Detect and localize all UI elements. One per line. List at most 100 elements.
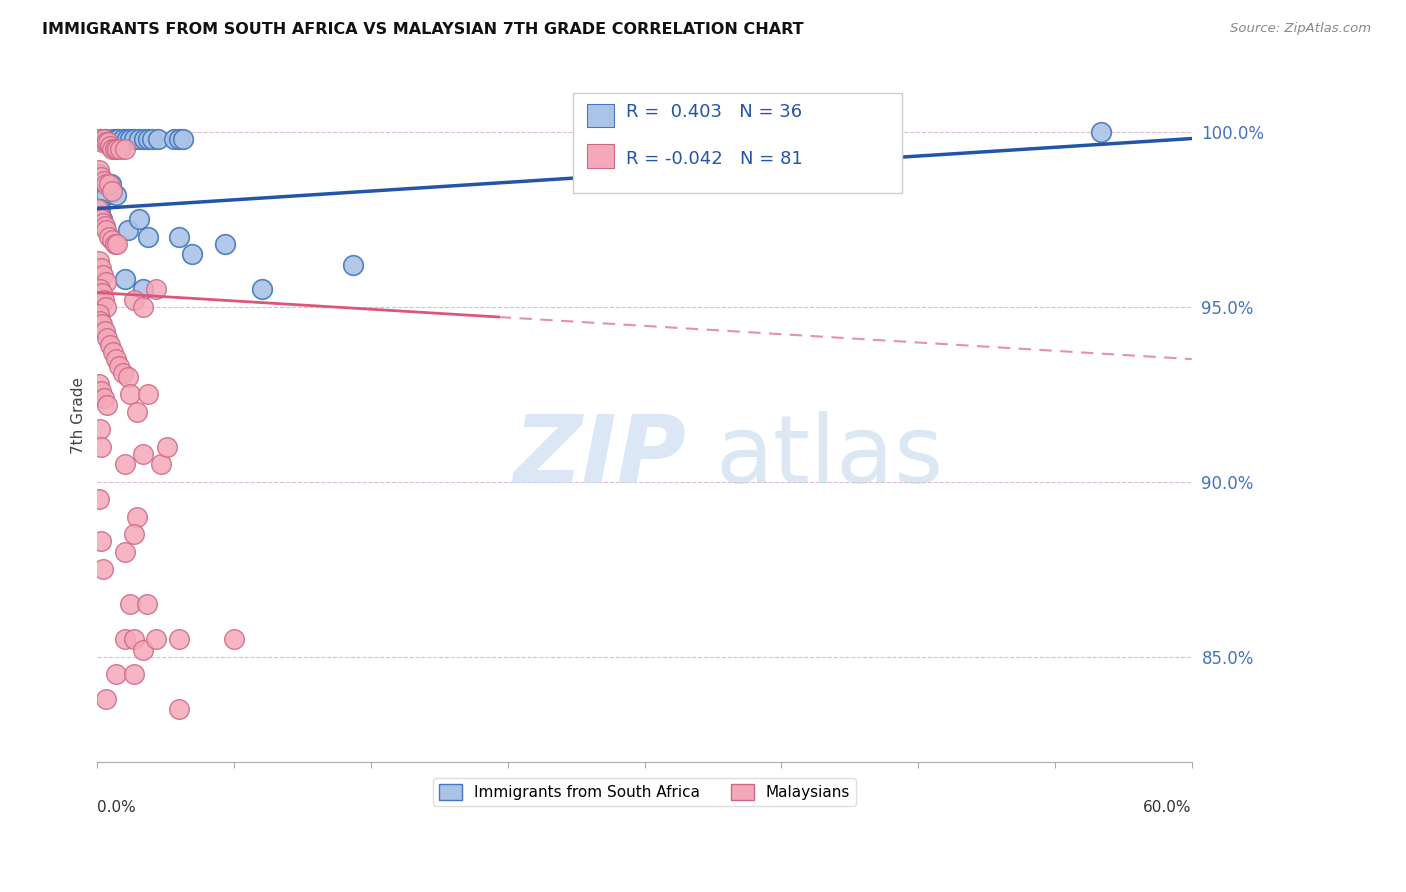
Point <box>97 135 120 149</box>
Point <box>98 177 121 191</box>
Point <box>104 187 127 202</box>
Point <box>342 258 364 272</box>
Text: ZIP: ZIP <box>513 410 686 503</box>
Point <box>169 229 191 244</box>
Point <box>87 307 110 321</box>
Point <box>135 597 157 611</box>
Point <box>104 236 127 251</box>
Text: 60.0%: 60.0% <box>1143 800 1192 815</box>
Point <box>91 562 114 576</box>
Point <box>98 229 121 244</box>
Point <box>122 632 145 647</box>
Text: IMMIGRANTS FROM SOUTH AFRICA VS MALAYSIAN 7TH GRADE CORRELATION CHART: IMMIGRANTS FROM SOUTH AFRICA VS MALAYSIA… <box>42 22 804 37</box>
Point <box>107 236 129 251</box>
Point <box>100 177 122 191</box>
Point <box>89 163 111 178</box>
Point <box>89 131 111 145</box>
Point <box>93 391 115 405</box>
Point <box>150 457 173 471</box>
Point <box>172 131 194 145</box>
Point <box>89 492 111 507</box>
Point <box>96 222 118 236</box>
Point <box>87 131 110 145</box>
Point <box>169 632 191 647</box>
Point <box>163 131 186 145</box>
Point <box>138 229 160 244</box>
Point <box>115 131 138 145</box>
Point <box>114 545 136 559</box>
Point <box>96 135 118 149</box>
Point <box>120 131 142 145</box>
Point <box>117 222 139 236</box>
Point <box>96 300 118 314</box>
Point <box>128 212 150 227</box>
Point <box>111 131 134 145</box>
Point <box>250 282 273 296</box>
Point <box>132 447 155 461</box>
Point <box>90 212 112 227</box>
Point <box>101 233 124 247</box>
Point <box>138 387 160 401</box>
Point <box>107 142 129 156</box>
Point <box>156 440 179 454</box>
Point <box>98 135 121 149</box>
Point <box>91 268 114 282</box>
Point <box>93 131 115 145</box>
Point <box>122 293 145 307</box>
Point <box>90 285 112 300</box>
Point <box>90 135 112 149</box>
Point <box>114 142 136 156</box>
Point <box>108 359 131 373</box>
Point <box>98 138 121 153</box>
Point <box>141 131 163 145</box>
Point <box>127 404 149 418</box>
Point <box>146 131 169 145</box>
Point <box>145 282 167 296</box>
Point <box>167 131 190 145</box>
Point <box>89 422 111 436</box>
Point <box>214 236 236 251</box>
Point <box>96 691 118 706</box>
Point <box>114 632 136 647</box>
Point <box>1090 124 1112 138</box>
Point <box>89 167 111 181</box>
Text: R = -0.042   N = 81: R = -0.042 N = 81 <box>626 150 803 168</box>
Point <box>90 212 112 227</box>
Point <box>101 345 124 359</box>
Point <box>181 247 204 261</box>
Point <box>91 177 114 191</box>
Point <box>89 202 111 216</box>
Y-axis label: 7th Grade: 7th Grade <box>72 376 86 454</box>
Point <box>93 131 115 145</box>
Point <box>145 632 167 647</box>
Point <box>120 387 142 401</box>
Point <box>89 209 111 223</box>
Point <box>90 317 112 331</box>
Point <box>224 632 246 647</box>
FancyBboxPatch shape <box>586 145 614 168</box>
Point <box>96 177 118 191</box>
Point <box>90 384 112 398</box>
Point <box>132 282 155 296</box>
Point <box>114 271 136 285</box>
Point <box>108 142 131 156</box>
Point <box>93 324 115 338</box>
Point <box>96 398 118 412</box>
Point <box>93 293 115 307</box>
Point <box>122 527 145 541</box>
Point <box>89 254 111 268</box>
Point <box>101 131 124 145</box>
Point <box>89 282 111 296</box>
Point <box>114 457 136 471</box>
FancyBboxPatch shape <box>574 93 901 194</box>
Point <box>89 131 111 145</box>
Point <box>136 131 159 145</box>
Point <box>169 702 191 716</box>
Point <box>91 216 114 230</box>
Point <box>96 331 118 345</box>
Point <box>93 173 115 187</box>
Point <box>94 275 117 289</box>
Point <box>132 131 155 145</box>
Point <box>104 352 127 367</box>
Point <box>101 184 124 198</box>
